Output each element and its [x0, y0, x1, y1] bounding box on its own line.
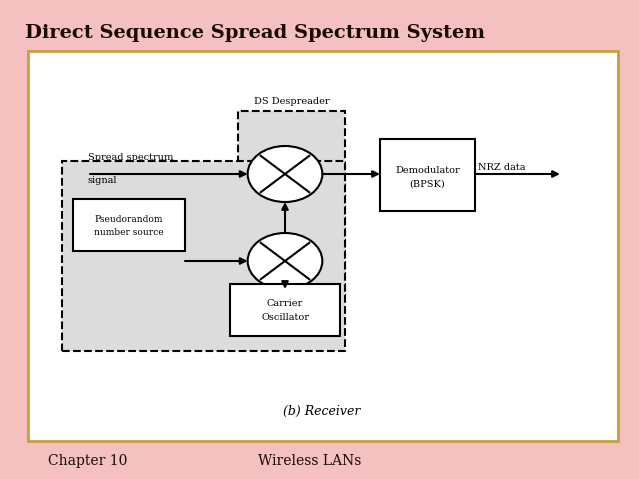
- Text: Oscillator: Oscillator: [261, 312, 309, 321]
- Text: NRZ data: NRZ data: [478, 162, 525, 171]
- Text: Demodulator: Demodulator: [395, 166, 460, 174]
- Ellipse shape: [248, 233, 322, 289]
- Bar: [73, 199, 185, 251]
- Text: Direct Sequence Spread Spectrum System: Direct Sequence Spread Spectrum System: [25, 24, 485, 42]
- Bar: [380, 139, 475, 211]
- Bar: [28, 51, 618, 441]
- Text: signal: signal: [88, 176, 118, 185]
- Bar: [238, 111, 345, 294]
- Text: Chapter 10: Chapter 10: [48, 454, 127, 468]
- Text: Carrier: Carrier: [267, 298, 303, 308]
- Text: Pseudorandom: Pseudorandom: [95, 215, 163, 224]
- Text: DS Despreader: DS Despreader: [254, 97, 329, 106]
- Text: Wireless LANs: Wireless LANs: [258, 454, 362, 468]
- Text: Spread spectrum: Spread spectrum: [88, 153, 173, 162]
- Bar: [62, 161, 345, 351]
- Text: (b) Receiver: (b) Receiver: [283, 404, 360, 418]
- Bar: [230, 284, 340, 336]
- Text: (BPSK): (BPSK): [410, 180, 445, 189]
- Ellipse shape: [248, 146, 322, 202]
- Text: number source: number source: [94, 228, 164, 237]
